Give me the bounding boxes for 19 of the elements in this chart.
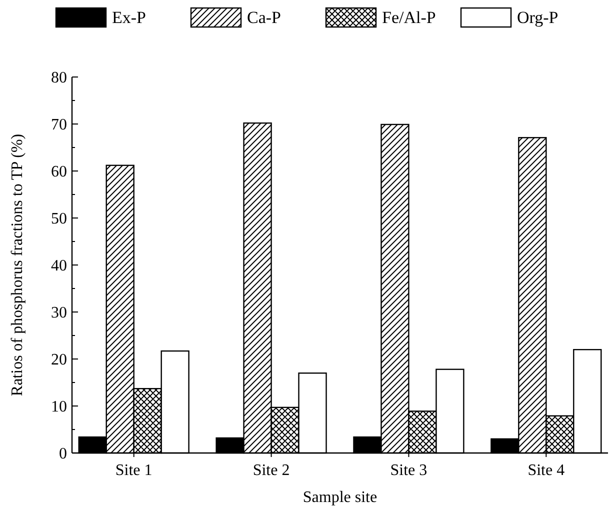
y-tick-label: 30 [51,304,67,322]
x-tick-label: Site 4 [528,462,565,479]
legend-label: Ca-P [247,8,281,27]
x-tick-label: Site 2 [252,462,290,479]
y-tick-label: 50 [51,210,67,228]
x-tick-label: Site 1 [115,462,152,479]
y-tick-label: 20 [51,352,67,369]
y-tick-label: 40 [51,258,67,275]
y-tick-label: 70 [51,116,67,134]
x-axis-title: Sample site [302,489,378,506]
y-tick-label: 10 [51,398,67,416]
y-tick-label: 0 [59,446,67,463]
legend-label: Org-P [517,8,558,27]
y-tick-label: 80 [51,70,67,87]
x-tick-label: Site 3 [390,462,428,479]
legend-label: Fe/Al-P [382,8,436,27]
y-axis-title: Ratios of phosphorus fractions to TP (%) [9,134,26,396]
legend-label: Ex-P [112,8,146,27]
y-tick-label: 60 [51,164,67,181]
